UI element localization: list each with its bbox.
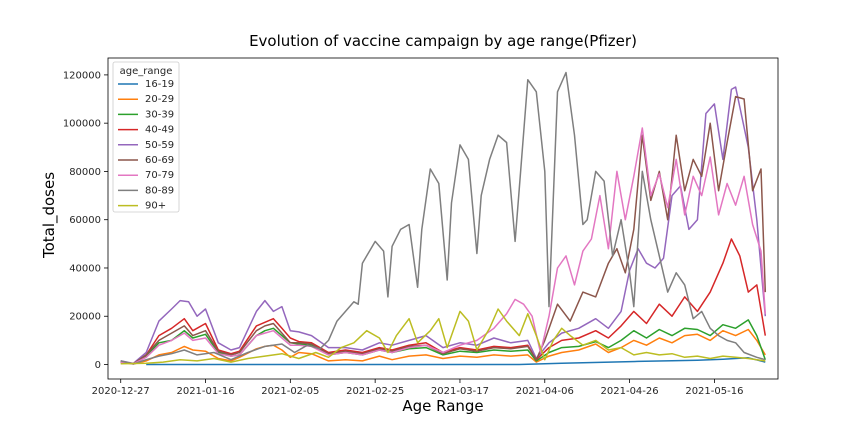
plot-area [107,57,779,380]
legend-label-60-69: 60-69 [145,155,174,166]
y-tick-label: 100000 [63,119,101,130]
x-tick-label: 2021-05-16 [685,386,743,397]
legend-title: age_range [120,66,173,77]
legend-label-20-29: 20-29 [145,94,174,105]
series-line-30-39 [120,319,767,365]
legend-label-70-79: 70-79 [145,170,174,181]
y-tick-label: 60000 [69,215,101,226]
x-tick-label: 2021-03-17 [431,386,489,397]
y-tick-label: 120000 [63,70,101,81]
x-axis: 2020-12-27 2021-01-16 2021-02-05 2021-02-25… [92,379,743,397]
chart-title: Evolution of vaccine campaign by age ran… [249,32,637,50]
y-tick-label: 80000 [69,167,101,178]
x-tick-label: 2021-02-05 [261,386,319,397]
legend-label-30-39: 30-39 [145,109,174,120]
x-tick-label: 2021-04-06 [516,386,574,397]
legend: age_range 16-19 20-29 30-39 40-49 50-59 60-69 7… [112,61,180,213]
legend-label-50-59: 50-59 [145,140,174,151]
x-tick-label: 2020-12-27 [92,386,150,397]
x-axis-title: Age Range [402,397,483,415]
x-tick-label: 2021-02-25 [346,386,404,397]
series-line-70-79 [120,127,767,365]
series-line-90+ [120,308,766,365]
series-line-40-49 [120,238,767,365]
legend-label-40-49: 40-49 [145,125,174,136]
series-line-16-19 [146,357,766,366]
y-tick-label: 40000 [69,263,101,274]
legend-label-16-19: 16-19 [145,79,174,90]
x-tick-label: 2021-01-16 [176,386,234,397]
series-line-80-89 [120,71,766,365]
y-axis-title: Total_doses [40,172,59,259]
y-tick-label: 0 [95,360,101,371]
series-line-50-59 [120,86,767,365]
y-axis: 0 20000 40000 60000 80000 100000 120000 [63,70,108,371]
legend-label-80-89: 80-89 [145,185,174,196]
y-tick-label: 20000 [69,312,101,323]
x-tick-label: 2021-04-26 [601,386,659,397]
series-line-60-69 [120,95,767,365]
plot-frame [107,57,779,380]
legend-label-90+: 90+ [145,201,166,212]
series-line-20-29 [120,328,766,365]
